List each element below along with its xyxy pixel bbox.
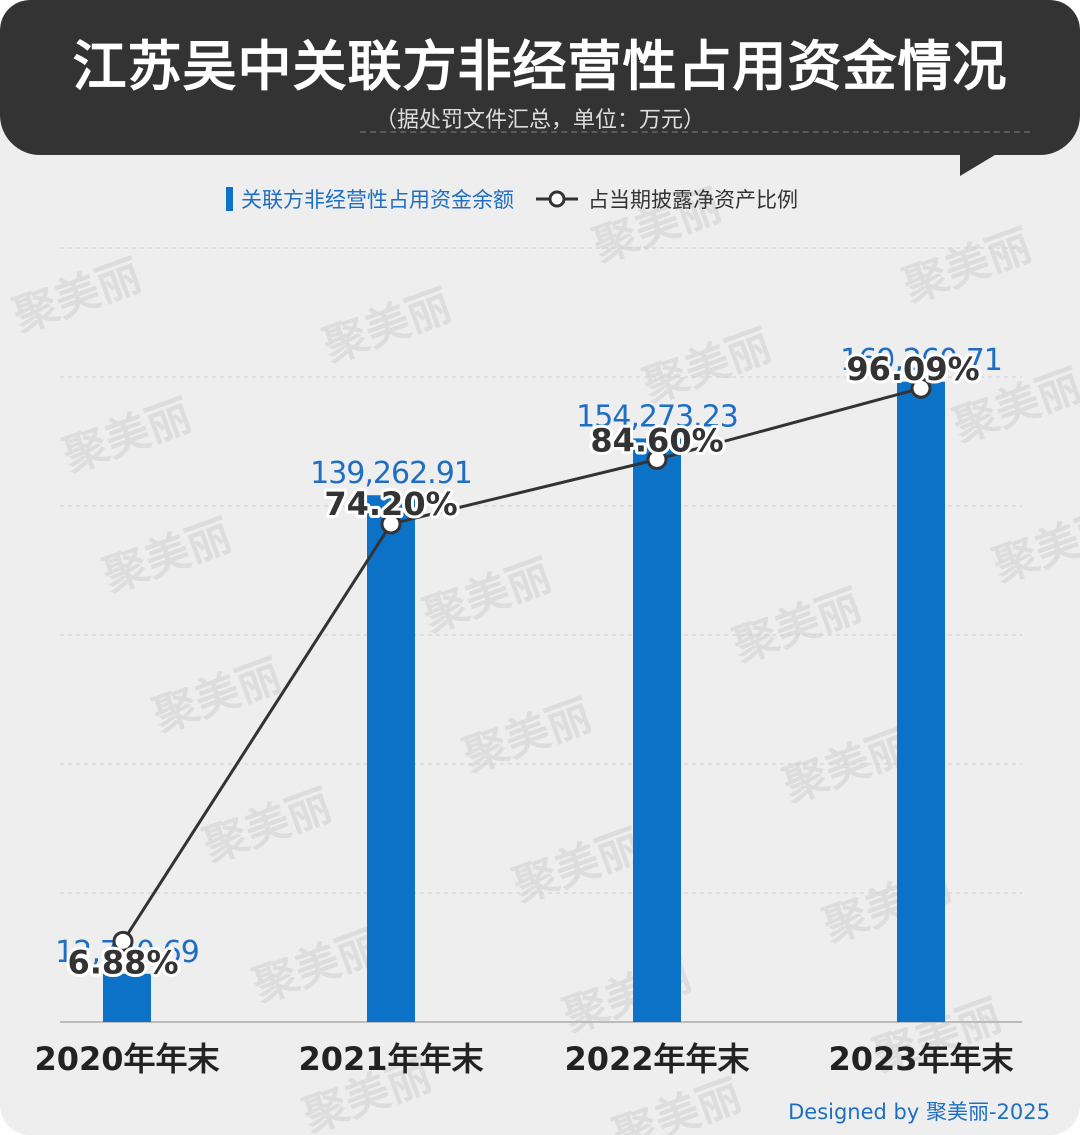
x-tick-label: 2021年年末 [298, 1040, 483, 1078]
chart-subtitle: （据处罚文件汇总，单位：万元） [374, 108, 705, 133]
x-tick-label: 2022年年末 [564, 1040, 749, 1078]
bar [897, 381, 945, 1023]
chart-title: 江苏吴中关联方非经营性占用资金情况 [72, 35, 1008, 98]
line-value-label: 84.60% [590, 421, 723, 459]
speech-tail [960, 140, 1020, 176]
bar-value-label: 154,273.23 [576, 399, 738, 434]
x-tick-label: 2020年年末 [34, 1040, 219, 1078]
header-divider [360, 131, 1030, 133]
legend-bar-swatch [226, 187, 233, 211]
bar [633, 438, 681, 1023]
line-value-label: 96.09% [846, 350, 979, 388]
footer-credit: Designed by 聚美丽-2025 [788, 1100, 1050, 1124]
line-value-label: 74.20% [324, 485, 457, 523]
line-value-label: 6.88% [67, 943, 178, 981]
x-tick-label: 2023年年末 [828, 1040, 1013, 1078]
legend: 关联方非经营性占用资金余额 占当期披露净资产比例 [226, 184, 798, 214]
bar-value-label: 139,262.91 [310, 456, 472, 491]
bar [367, 495, 415, 1022]
line-point [380, 513, 402, 535]
header-banner: 江苏吴中关联方非经营性占用资金情况 （据处罚文件汇总，单位：万元） [0, 0, 1080, 155]
legend-line-label: 占当期披露净资产比例 [588, 188, 798, 212]
line-point [646, 448, 668, 470]
line-point [910, 377, 932, 399]
line-point [112, 930, 134, 952]
legend-bar-label: 关联方非经营性占用资金余额 [241, 188, 514, 212]
bar-value-label: 169,260.71 [840, 343, 1002, 378]
series-line [121, 386, 922, 943]
bar [103, 973, 151, 1022]
legend-line-swatch [536, 190, 578, 208]
